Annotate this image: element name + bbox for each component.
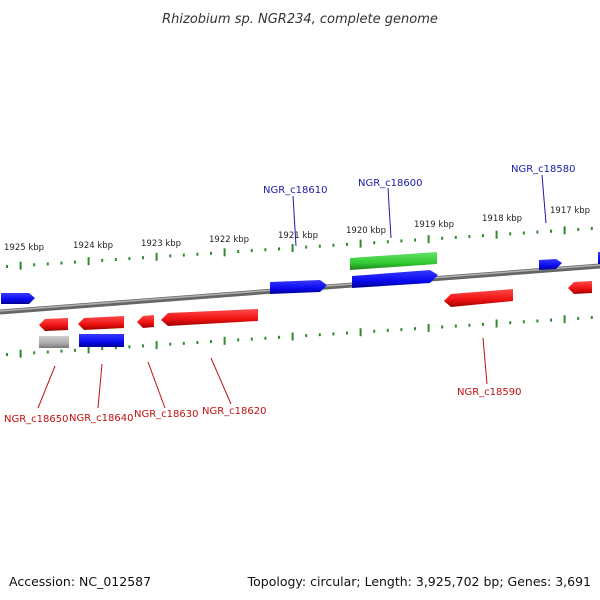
kbp-label: 1925 kbp — [4, 243, 44, 253]
accession-text: Accession: NC_012587 — [9, 574, 151, 589]
gene-label[interactable]: NGR_c18640 — [69, 413, 134, 424]
gene-arrow[interactable] — [1, 293, 35, 304]
gene-label[interactable]: NGR_c18600 — [358, 178, 423, 189]
kbp-labels: 1925 kbp 1924 kbp 1923 kbp 1922 kbp 1921… — [4, 206, 590, 253]
gene-labels: NGR_c18610 NGR_c18600 NGR_c18580 NGR_c18… — [4, 164, 576, 425]
tick-row-top — [6, 226, 593, 270]
gene-arrow[interactable] — [568, 281, 592, 294]
topology-text: Topology: circular; Length: 3,925,702 bp… — [247, 574, 591, 589]
gene-label[interactable]: NGR_c18650 — [4, 414, 69, 425]
leader-line — [37, 365, 56, 409]
leader-line — [541, 174, 547, 224]
leader-line — [292, 195, 297, 247]
gene-block[interactable] — [79, 334, 124, 347]
leader-line — [147, 361, 166, 409]
gene-arrow[interactable] — [270, 280, 327, 294]
forward-genes — [1, 252, 600, 304]
gene-arrow[interactable] — [350, 252, 437, 270]
kbp-label: 1921 kbp — [278, 231, 318, 241]
gene-label[interactable]: NGR_c18610 — [263, 185, 328, 196]
leader-line — [482, 337, 488, 385]
kbp-label: 1922 kbp — [209, 235, 249, 245]
gene-arrow[interactable] — [352, 270, 438, 288]
leader-line — [387, 187, 392, 239]
gene-label[interactable]: NGR_c18630 — [134, 409, 199, 420]
gene-arrow[interactable] — [161, 309, 258, 326]
gene-label[interactable]: NGR_c18620 — [202, 406, 267, 417]
kbp-label: 1917 kbp — [550, 206, 590, 216]
gene-arrow[interactable] — [539, 259, 562, 270]
tick-row-bottom — [6, 315, 593, 358]
kbp-label: 1920 kbp — [346, 226, 386, 236]
gene-arrow[interactable] — [137, 315, 154, 328]
gene-arrow[interactable] — [39, 318, 68, 331]
gene-arrow[interactable] — [444, 289, 513, 307]
kbp-label: 1923 kbp — [141, 239, 181, 249]
leader-line — [97, 363, 103, 409]
kbp-label: 1924 kbp — [73, 241, 113, 251]
genome-title: Rhizobium sp. NGR234, complete genome — [162, 12, 438, 27]
leader-line — [210, 357, 232, 405]
gene-arrow[interactable] — [78, 316, 124, 330]
leader-lines — [37, 174, 547, 409]
gene-label[interactable]: NGR_c18590 — [457, 387, 522, 398]
kbp-label: 1918 kbp — [482, 214, 522, 224]
gene-block[interactable] — [39, 336, 69, 348]
gene-label[interactable]: NGR_c18580 — [511, 164, 576, 175]
kbp-label: 1919 kbp — [414, 220, 454, 230]
reverse-genes — [39, 281, 592, 348]
